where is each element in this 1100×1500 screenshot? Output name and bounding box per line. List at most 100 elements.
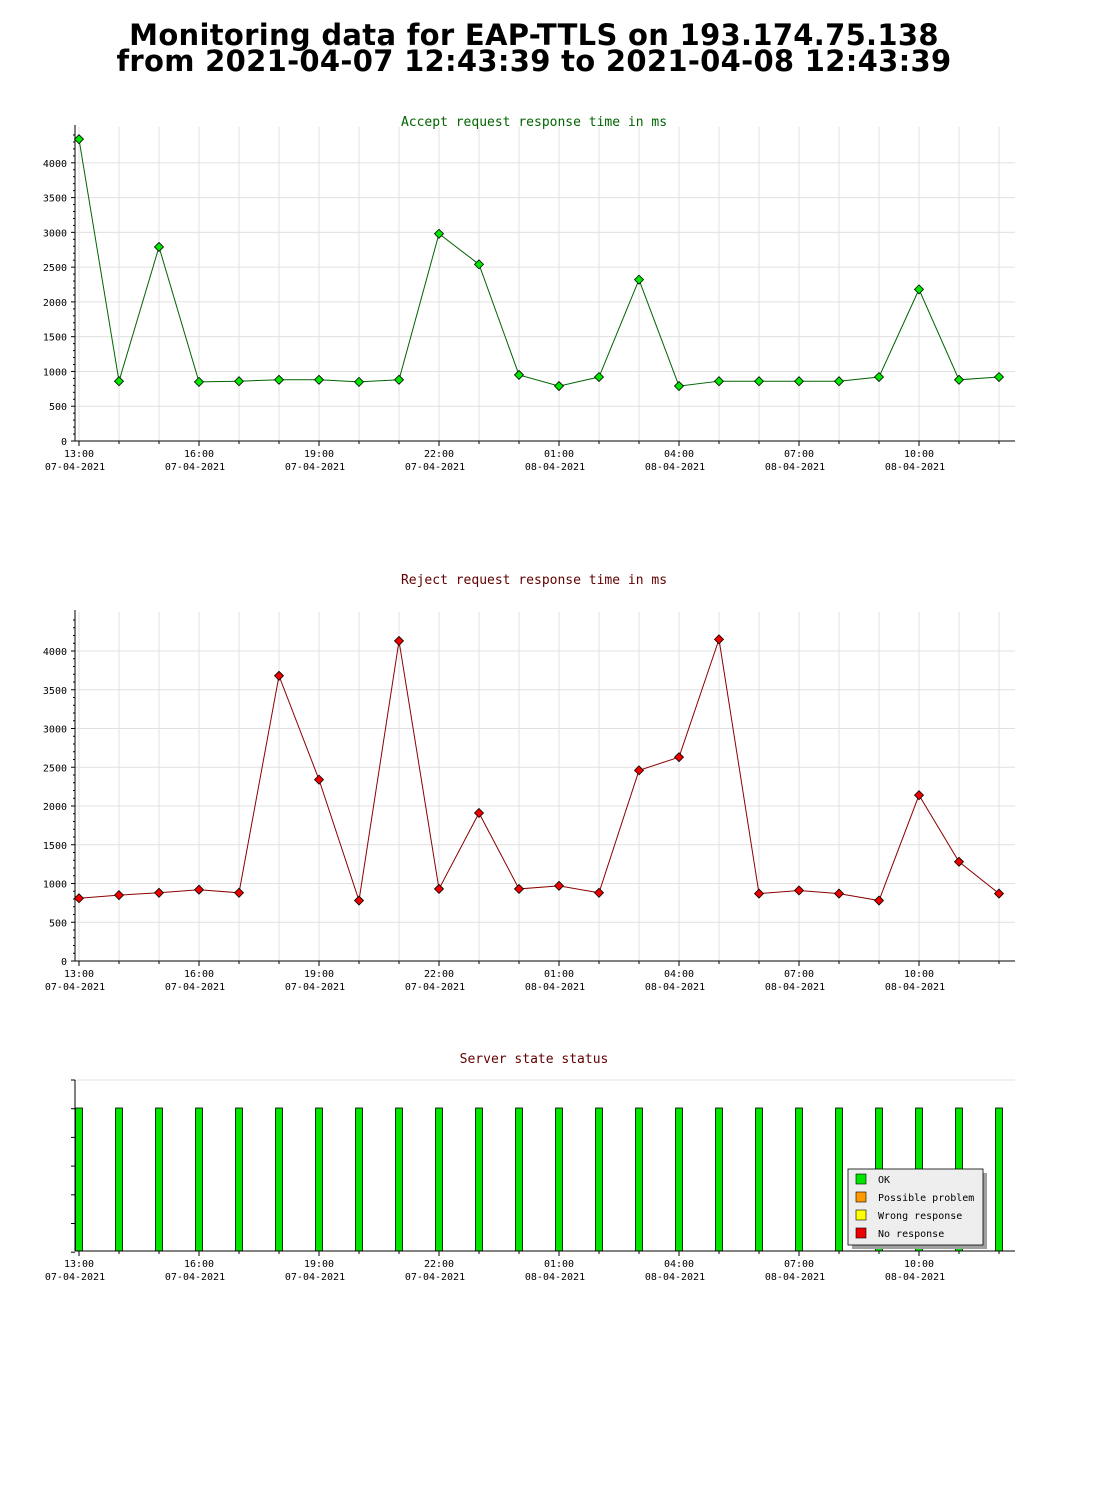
y-tick-label: 3500 <box>43 686 67 697</box>
x-tick-label-time: 07:00 <box>784 449 814 460</box>
x-tick-label-time: 04:00 <box>664 449 694 460</box>
x-tick-label-time: 19:00 <box>304 969 334 980</box>
x-tick-label-date: 07-04-2021 <box>165 462 225 473</box>
x-tick-label-time: 22:00 <box>424 969 454 980</box>
x-tick-label-date: 08-04-2021 <box>645 982 705 993</box>
y-tick-label: 1000 <box>43 367 67 378</box>
data-point <box>833 888 845 899</box>
data-point <box>633 274 645 285</box>
legend-label: OK <box>878 1175 890 1186</box>
data-point <box>513 883 525 894</box>
legend-swatch <box>855 1191 867 1203</box>
y-tick-label: 3500 <box>43 194 67 205</box>
x-tick-label-date: 07-04-2021 <box>45 1272 105 1283</box>
data-point <box>113 890 125 901</box>
status-bar <box>395 1107 403 1252</box>
x-tick-label-date: 07-04-2021 <box>285 982 345 993</box>
page-title: Monitoring data for EAP-TTLS on 193.174.… <box>0 21 1068 76</box>
data-point <box>593 371 605 383</box>
data-point <box>673 380 685 392</box>
status-bar <box>115 1107 123 1252</box>
data-point <box>433 883 445 894</box>
y-tick-label: 3000 <box>43 228 67 239</box>
status-bar <box>635 1107 643 1252</box>
x-tick-label-time: 07:00 <box>784 969 814 980</box>
data-point <box>353 895 365 906</box>
data-point <box>753 376 765 387</box>
y-tick-label: 500 <box>49 918 67 929</box>
x-tick-label-date: 08-04-2021 <box>525 982 585 993</box>
reject-chart: Reject request response time in ms 0 500 10… <box>43 573 1015 993</box>
status-bar <box>275 1107 283 1252</box>
data-point <box>713 634 725 645</box>
status-bar <box>475 1107 483 1252</box>
data-point <box>473 807 485 819</box>
x-tick-label-date: 08-04-2021 <box>885 1272 945 1283</box>
status-chart: Server state status 13:00 07-04-2021 16:00 0… <box>45 1052 1015 1283</box>
accept-chart: Accept request response time in ms 0 500 10… <box>43 115 1015 473</box>
x-tick-label-time: 10:00 <box>904 969 934 980</box>
data-point <box>793 376 805 387</box>
x-tick-label-date: 08-04-2021 <box>765 462 825 473</box>
y-tick-label: 2500 <box>43 263 67 274</box>
legend: OK Possible problem Wrong response No respo… <box>847 1168 987 1249</box>
y-tick-label: 2000 <box>43 802 67 813</box>
x-tick-label-date: 07-04-2021 <box>165 982 225 993</box>
y-tick-label: 1500 <box>43 841 67 852</box>
x-tick-label-time: 01:00 <box>544 449 574 460</box>
x-tick-label-time: 10:00 <box>904 449 934 460</box>
data-point <box>153 241 165 253</box>
status-bar <box>715 1107 723 1252</box>
y-tick-label: 1500 <box>43 333 67 344</box>
data-point <box>793 885 805 896</box>
data-point <box>993 371 1005 383</box>
status-bar <box>155 1107 163 1252</box>
data-point <box>953 856 965 867</box>
y-tick-label: 4000 <box>43 159 67 170</box>
y-tick-label: 0 <box>61 437 67 448</box>
data-point <box>273 670 285 681</box>
data-point <box>713 376 725 387</box>
x-tick-label-time: 22:00 <box>424 1259 454 1270</box>
x-tick-label-time: 13:00 <box>64 449 94 460</box>
legend-swatch <box>855 1209 867 1221</box>
data-point <box>433 228 445 239</box>
legend-swatch <box>855 1173 867 1185</box>
data-point <box>553 880 565 891</box>
data-point <box>873 371 885 383</box>
x-tick-label-time: 01:00 <box>544 1259 574 1270</box>
x-tick-label-time: 04:00 <box>664 969 694 980</box>
status-bar <box>435 1107 443 1252</box>
data-point <box>73 893 85 904</box>
data-point <box>233 887 245 898</box>
x-tick-label-date: 07-04-2021 <box>45 462 105 473</box>
x-tick-label-time: 16:00 <box>184 969 214 980</box>
x-tick-label-time: 16:00 <box>184 449 214 460</box>
x-tick-label-date: 07-04-2021 <box>285 1272 345 1283</box>
x-tick-label-date: 08-04-2021 <box>765 1272 825 1283</box>
status-bar <box>355 1107 363 1252</box>
chart-title: Server state status <box>460 1052 609 1067</box>
x-tick-label-date: 08-04-2021 <box>885 462 945 473</box>
x-tick-label-date: 08-04-2021 <box>645 1272 705 1283</box>
data-point <box>913 284 925 295</box>
x-tick-label-date: 08-04-2021 <box>645 462 705 473</box>
status-bar <box>315 1107 323 1252</box>
y-tick-label: 2000 <box>43 298 67 309</box>
x-tick-label-time: 13:00 <box>64 1259 94 1270</box>
x-tick-label-date: 07-04-2021 <box>165 1272 225 1283</box>
status-bar <box>595 1107 603 1252</box>
series-line <box>78 139 1000 387</box>
data-point <box>73 134 85 145</box>
status-bar <box>75 1107 83 1252</box>
data-point <box>233 376 245 387</box>
chart-title: Reject request response time in ms <box>401 573 667 588</box>
data-point <box>313 374 325 385</box>
data-point <box>593 887 605 898</box>
y-tick-label: 0 <box>61 957 67 968</box>
x-tick-label-date: 07-04-2021 <box>45 982 105 993</box>
y-tick-label: 500 <box>49 402 67 413</box>
data-point <box>273 374 285 385</box>
status-bar <box>835 1107 843 1252</box>
